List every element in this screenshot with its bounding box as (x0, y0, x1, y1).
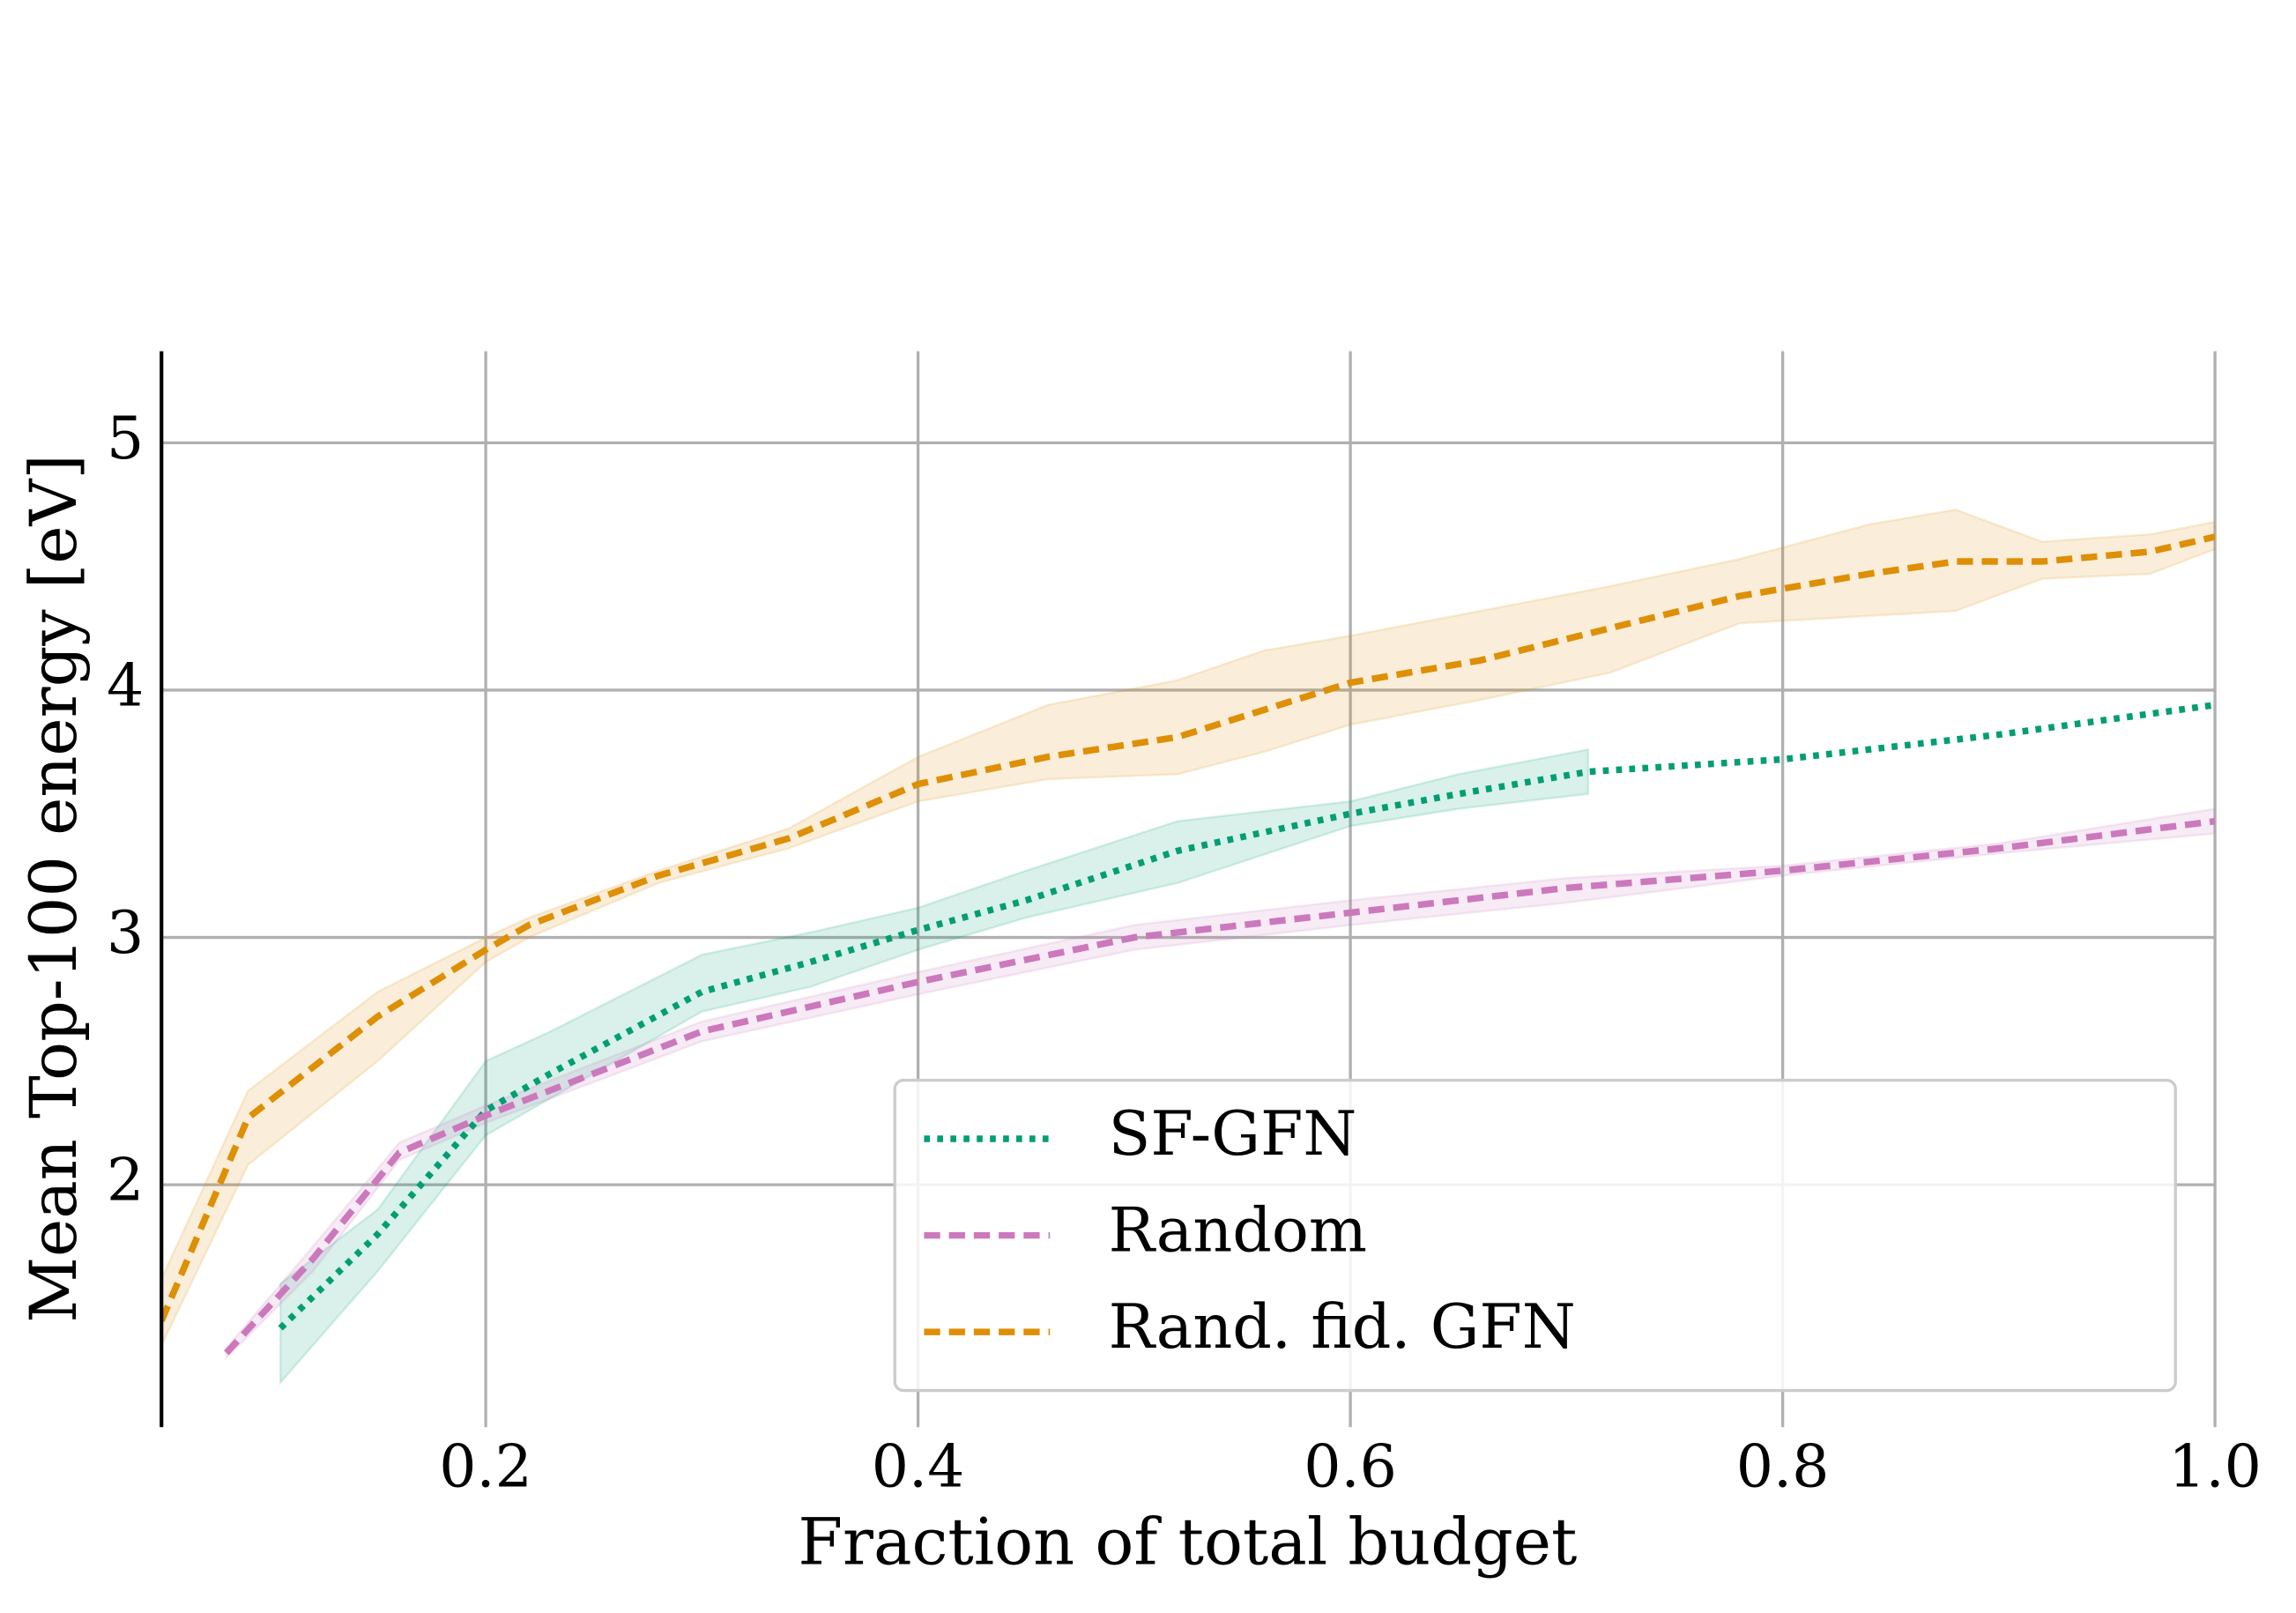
confidence-band (161, 508, 2216, 1347)
series-line (278, 702, 2216, 1331)
y-tick-label: 4 (107, 650, 144, 719)
series-line (224, 817, 2216, 1356)
tick-labels: 0.2 0.4 0.6 0.8 1.0 2 3 4 5 (107, 404, 2262, 1501)
series-line (161, 533, 2216, 1322)
y-tick-label: 5 (107, 404, 144, 472)
legend-box (893, 1078, 2177, 1393)
legend-label: Random (1109, 1195, 1367, 1267)
bands (161, 508, 2216, 1386)
y-axis-label: Mean Top-100 energy [eV] (17, 454, 92, 1323)
x-tick-label: 0.6 (1304, 1431, 1397, 1500)
x-tick-label: 0.4 (872, 1431, 965, 1500)
confidence-band (225, 807, 2216, 1361)
lines (161, 533, 2216, 1356)
y-tick-label: 3 (107, 898, 144, 967)
legend: SF-GFN Random Rand. fid. GFN (893, 1078, 2177, 1393)
legend-label: Rand. fid. GFN (1109, 1291, 1576, 1363)
confidence-band (279, 747, 1590, 1386)
x-tick-label: 0.2 (439, 1431, 532, 1500)
x-axis-label: Fraction of total budget (798, 1505, 1577, 1580)
x-tick-label: 1.0 (2168, 1431, 2262, 1500)
y-tick-label: 2 (107, 1146, 144, 1215)
x-tick-label: 0.8 (1736, 1431, 1830, 1500)
legend-label: SF-GFN (1109, 1098, 1357, 1170)
